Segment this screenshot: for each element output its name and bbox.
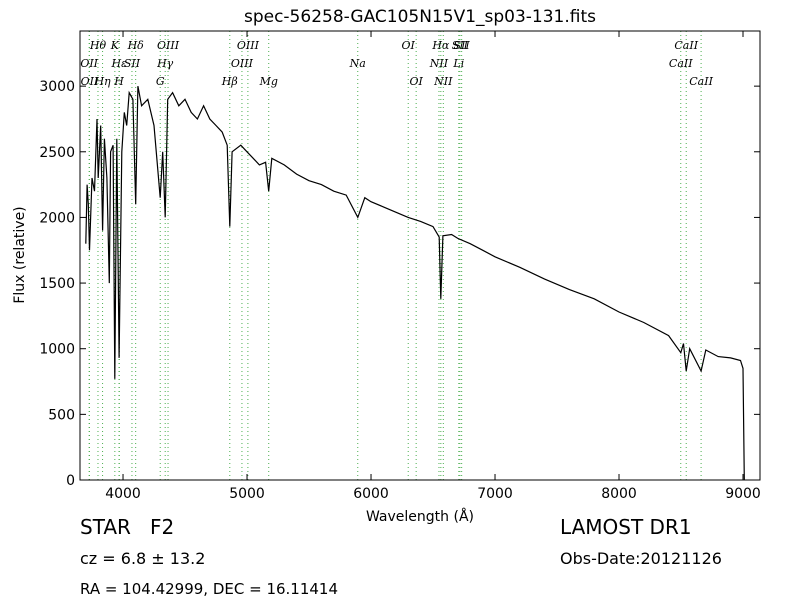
y-tick-label: 3000 bbox=[39, 79, 75, 95]
spectral-line-label: Mg bbox=[259, 75, 278, 88]
y-tick-label: 0 bbox=[66, 473, 75, 489]
chart-title: spec-56258-GAC105N15V1_sp03-131.fits bbox=[244, 7, 596, 27]
plot-frame bbox=[79, 30, 761, 481]
object-class: STAR F2 bbox=[80, 515, 174, 539]
spectral-line-label: H bbox=[113, 75, 124, 88]
spectral-line-label: OI bbox=[409, 75, 423, 88]
spectral-line-label: SII bbox=[454, 39, 471, 52]
spectral-line-label: Hθ bbox=[89, 39, 107, 52]
spectral-line-label: G bbox=[156, 75, 165, 88]
y-tick-label: 500 bbox=[48, 407, 75, 423]
spectral-line-label: NII bbox=[429, 57, 449, 70]
spectral-line-label: OIII bbox=[237, 39, 260, 52]
x-tick-label: 9000 bbox=[725, 486, 761, 502]
spectral-line-label: Li bbox=[452, 57, 464, 70]
spectral-line-label: SII bbox=[124, 57, 141, 70]
x-tick-label: 7000 bbox=[477, 486, 513, 502]
spectral-line-label: Hα bbox=[431, 39, 450, 52]
x-tick-label: 4000 bbox=[105, 486, 141, 502]
spectral-line-label: CaII bbox=[689, 75, 713, 88]
y-tick-label: 2000 bbox=[39, 210, 75, 226]
spectral-line-label: Na bbox=[349, 57, 366, 70]
coordinates: RA = 104.42999, DEC = 16.11414 bbox=[80, 580, 338, 598]
x-tick-label: 6000 bbox=[353, 486, 389, 502]
spectral-line-label: K bbox=[110, 39, 120, 52]
obs-date: Obs-Date:20121126 bbox=[560, 549, 722, 568]
y-axis-label: Flux (relative) bbox=[12, 206, 28, 303]
spectral-line-label: Hβ bbox=[221, 75, 238, 88]
y-tick-label: 1000 bbox=[39, 342, 75, 358]
spectral-line-label: OIII bbox=[231, 57, 254, 70]
spectral-line-label: SII bbox=[452, 39, 469, 52]
x-tick-label: 5000 bbox=[229, 486, 265, 502]
x-axis-label: Wavelength (Å) bbox=[366, 508, 474, 525]
spectral-line-label: NII bbox=[433, 75, 453, 88]
y-tick-label: 2500 bbox=[39, 145, 75, 161]
survey: LAMOST DR1 bbox=[560, 515, 692, 539]
spectral-line-label: Hη bbox=[93, 75, 111, 88]
spectrum bbox=[85, 85, 745, 481]
redshift: cz = 6.8 ± 13.2 bbox=[80, 549, 205, 568]
spectral-line-label: OI bbox=[402, 39, 416, 52]
x-tick-label: 8000 bbox=[601, 486, 637, 502]
spectral-line-label: Hδ bbox=[127, 39, 145, 52]
spectral-line-label: CaII bbox=[674, 39, 698, 52]
spectral-line-label: CaII bbox=[669, 57, 693, 70]
spectral-line-label: OII bbox=[81, 75, 99, 88]
spectral-line-label: Hγ bbox=[156, 57, 174, 70]
y-tick-label: 1500 bbox=[39, 276, 75, 292]
spectral-line-label: OIII bbox=[157, 39, 180, 52]
